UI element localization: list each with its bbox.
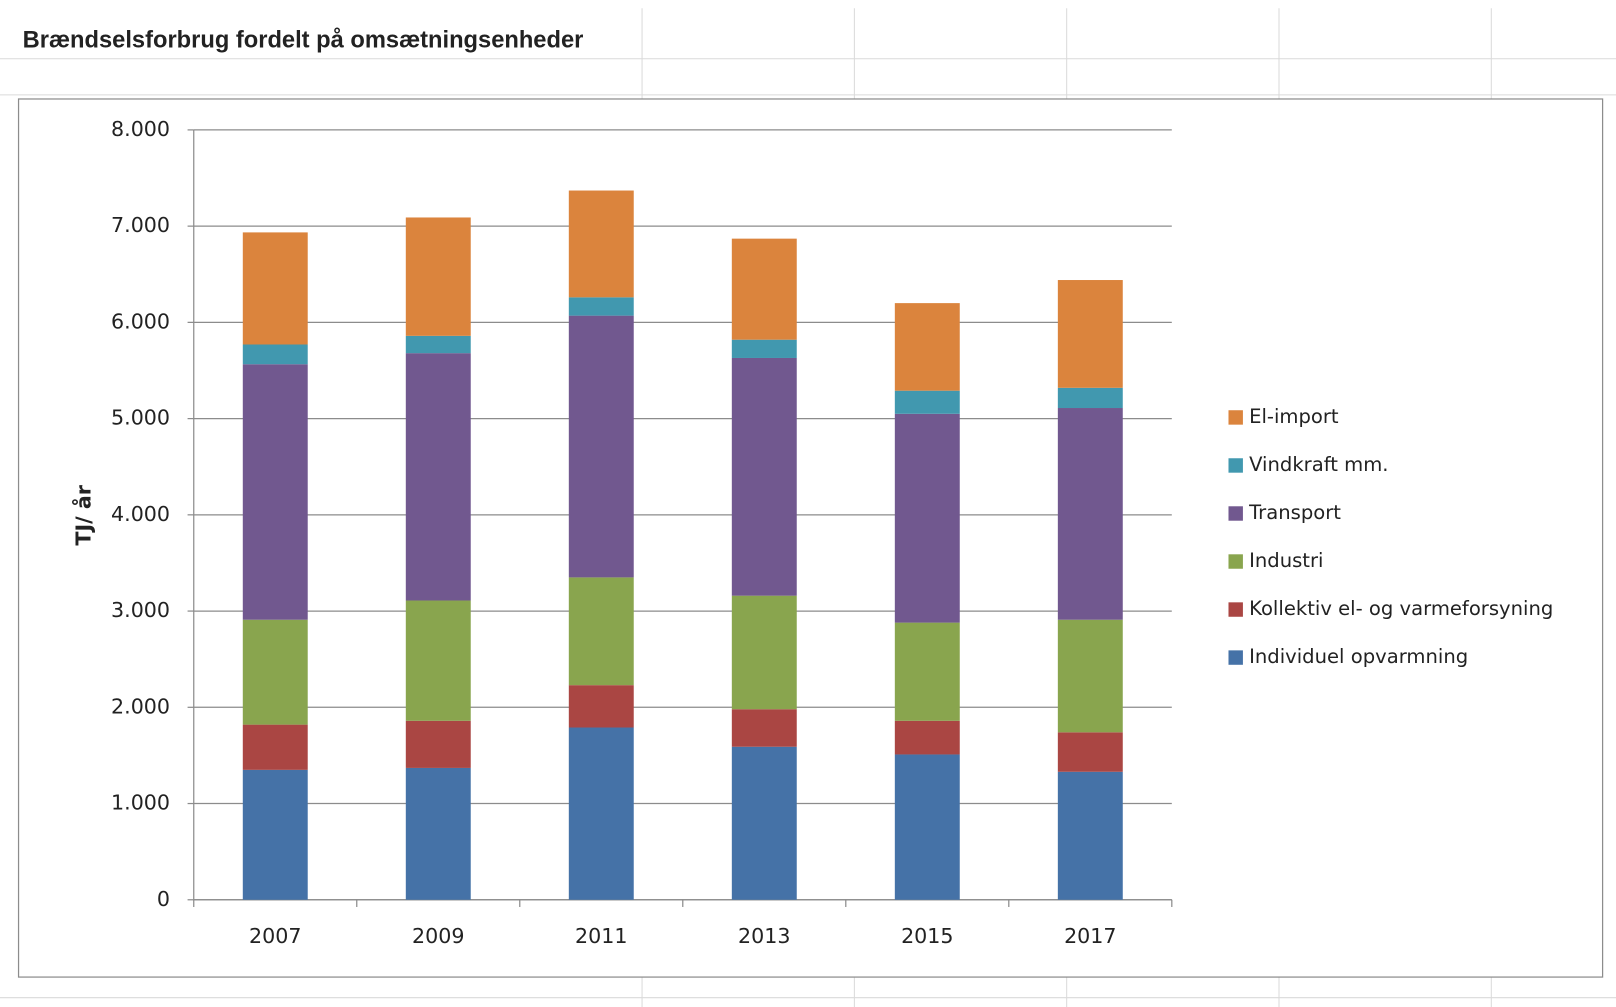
bar-segment bbox=[568, 685, 634, 728]
y-tick-label: 8.000 bbox=[111, 117, 170, 141]
bar-segment bbox=[894, 754, 960, 900]
y-tick-label: 7.000 bbox=[111, 213, 170, 237]
y-tick-label: 5.000 bbox=[111, 406, 170, 430]
bar-segment bbox=[894, 303, 960, 391]
bar-segment bbox=[242, 344, 308, 365]
bar-segment bbox=[894, 390, 960, 414]
x-tick-label: 2017 bbox=[1064, 924, 1116, 948]
legend-label: Industri bbox=[1249, 549, 1323, 572]
bar-segment bbox=[731, 746, 797, 900]
y-tick-label: 4.000 bbox=[111, 502, 170, 526]
bar-segment bbox=[731, 339, 797, 358]
legend-label: Kollektiv el- og varmeforsyning bbox=[1249, 597, 1553, 620]
bar-segment bbox=[405, 353, 471, 601]
y-tick-label: 3.000 bbox=[111, 598, 170, 622]
bar-segment bbox=[568, 190, 634, 298]
bar-segment bbox=[242, 232, 308, 345]
plot: 0 1.000 2.000 3.000 4.000 5.000 6.000 7.000 8.00… bbox=[111, 117, 1553, 948]
bar-segment bbox=[731, 595, 797, 710]
y-axis-title: TJ/ år bbox=[71, 484, 96, 545]
bar-segment bbox=[1057, 619, 1123, 733]
bar-segment bbox=[731, 238, 797, 340]
legend-swatch bbox=[1228, 506, 1243, 521]
bar-segment bbox=[242, 364, 308, 620]
y-tick-label: 1.000 bbox=[111, 791, 170, 815]
legend-swatch bbox=[1228, 458, 1243, 473]
bar-segment bbox=[242, 769, 308, 900]
bar-segment bbox=[894, 413, 960, 623]
legend-label: El-import bbox=[1249, 405, 1339, 428]
bar-segment bbox=[242, 619, 308, 725]
x-tick-label: 2015 bbox=[901, 924, 953, 948]
bar-segment bbox=[731, 709, 797, 747]
x-tick-label: 2011 bbox=[575, 924, 627, 948]
bar-segment bbox=[405, 600, 471, 721]
bar-segment bbox=[1057, 387, 1123, 409]
bar-segment bbox=[894, 622, 960, 721]
bar-segment bbox=[568, 315, 634, 578]
bar-segment bbox=[405, 767, 471, 900]
bar-segment bbox=[568, 297, 634, 316]
legend-label: Transport bbox=[1248, 501, 1341, 524]
bar-segment bbox=[405, 720, 471, 768]
x-tick-label: 2007 bbox=[249, 924, 301, 948]
y-tick-label: 0 bbox=[157, 887, 170, 911]
bar-segment bbox=[1057, 732, 1123, 772]
y-tick-label: 6.000 bbox=[111, 309, 170, 333]
bar-segment bbox=[242, 724, 308, 770]
bar-segment bbox=[405, 335, 471, 354]
bar-segment bbox=[568, 727, 634, 900]
bar-segment bbox=[1057, 280, 1123, 388]
legend-label: Vindkraft mm. bbox=[1249, 453, 1388, 476]
y-tick-label: 2.000 bbox=[111, 694, 170, 718]
bar-segment bbox=[894, 720, 960, 755]
x-tick-label: 2013 bbox=[738, 924, 790, 948]
legend-swatch bbox=[1228, 410, 1243, 425]
chart-title: Brændselsforbrug fordelt på omsætningsen… bbox=[23, 28, 584, 54]
legend-label: Individuel opvarmning bbox=[1249, 645, 1468, 668]
legend-swatch bbox=[1228, 602, 1243, 617]
bar-segment bbox=[568, 577, 634, 686]
legend-swatch bbox=[1228, 554, 1243, 569]
x-tick-label: 2009 bbox=[412, 924, 464, 948]
bar-segment bbox=[1057, 771, 1123, 900]
bar-segment bbox=[731, 357, 797, 596]
legend-swatch bbox=[1228, 650, 1243, 665]
bar-segment bbox=[405, 217, 471, 336]
bar-segment bbox=[1057, 408, 1123, 620]
